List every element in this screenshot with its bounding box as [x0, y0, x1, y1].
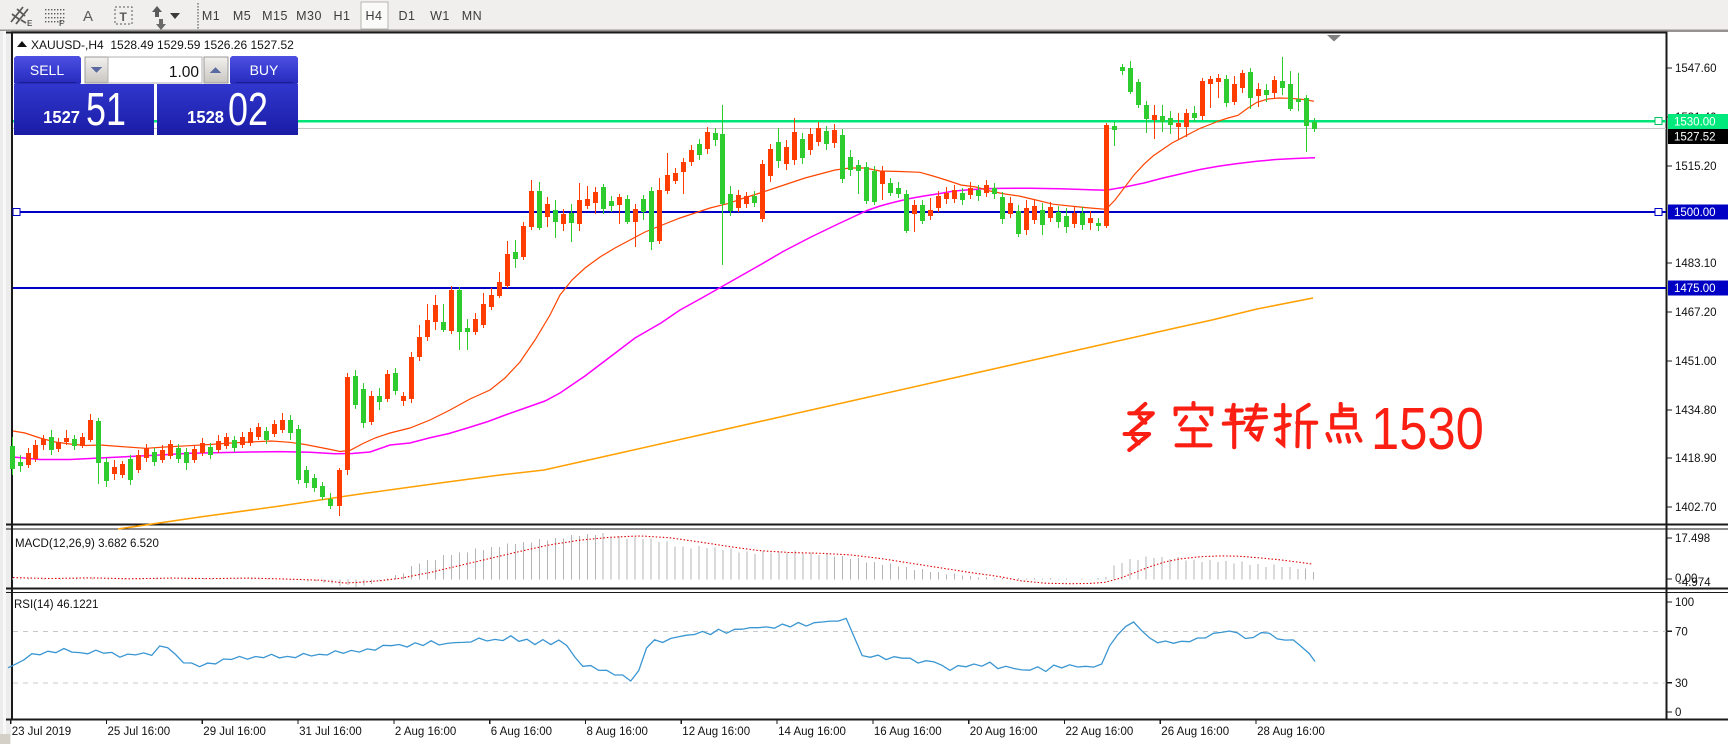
svg-text:30: 30: [1675, 678, 1688, 690]
svg-text:1467.20: 1467.20: [1675, 307, 1717, 319]
svg-text:SELL: SELL: [30, 62, 64, 78]
svg-text:1.00: 1.00: [169, 64, 200, 81]
svg-text:H4: H4: [366, 9, 383, 23]
svg-text:1500.00: 1500.00: [1674, 207, 1716, 219]
svg-text:1527.52: 1527.52: [1674, 132, 1716, 144]
svg-text:M30: M30: [296, 9, 322, 23]
svg-text:-4.974: -4.974: [1678, 577, 1711, 589]
svg-text:1530: 1530: [1371, 395, 1484, 461]
svg-text:16 Aug 16:00: 16 Aug 16:00: [874, 726, 942, 738]
svg-text:1527: 1527: [43, 106, 80, 127]
svg-text:1528: 1528: [187, 106, 224, 127]
svg-text:RSI(14) 46.1221: RSI(14) 46.1221: [14, 599, 98, 611]
svg-text:22 Aug 16:00: 22 Aug 16:00: [1066, 726, 1134, 738]
svg-text:2 Aug 16:00: 2 Aug 16:00: [395, 726, 456, 738]
svg-text:E: E: [27, 19, 33, 28]
svg-text:8 Aug 16:00: 8 Aug 16:00: [587, 726, 648, 738]
svg-text:29 Jul 16:00: 29 Jul 16:00: [203, 726, 266, 738]
svg-text:A: A: [83, 8, 93, 25]
svg-text:28 Aug 16:00: 28 Aug 16:00: [1257, 726, 1325, 738]
svg-text:MACD(12,26,9) 3.682 6.520: MACD(12,26,9) 3.682 6.520: [15, 538, 159, 550]
svg-text:1483.10: 1483.10: [1675, 258, 1717, 270]
svg-text:14 Aug 16:00: 14 Aug 16:00: [778, 726, 846, 738]
svg-text:02: 02: [228, 84, 268, 135]
svg-text:M5: M5: [233, 9, 251, 23]
svg-text:MN: MN: [462, 9, 482, 23]
svg-text:31 Jul 16:00: 31 Jul 16:00: [299, 726, 362, 738]
svg-text:26 Aug 16:00: 26 Aug 16:00: [1161, 726, 1229, 738]
svg-text:T: T: [120, 10, 128, 24]
svg-text:M15: M15: [262, 9, 288, 23]
svg-text:F: F: [59, 19, 64, 28]
svg-text:17.498: 17.498: [1675, 533, 1710, 545]
svg-text:XAUUSD-,H4 1528.49 1529.59 15: XAUUSD-,H4 1528.49 1529.59 1526.26 1527.…: [31, 38, 294, 52]
svg-text:100: 100: [1675, 597, 1694, 609]
svg-text:1418.90: 1418.90: [1675, 453, 1717, 465]
svg-text:0.00: 0.00: [1675, 573, 1697, 585]
svg-text:70: 70: [1675, 626, 1688, 638]
svg-text:12 Aug 16:00: 12 Aug 16:00: [682, 726, 750, 738]
svg-text:W1: W1: [430, 9, 450, 23]
svg-text:1530.00: 1530.00: [1674, 117, 1716, 129]
svg-text:23 Jul 2019: 23 Jul 2019: [12, 726, 71, 738]
svg-text:1547.60: 1547.60: [1675, 63, 1717, 75]
svg-text:25 Jul 16:00: 25 Jul 16:00: [108, 726, 171, 738]
svg-text:1451.00: 1451.00: [1675, 356, 1717, 368]
svg-text:1475.00: 1475.00: [1674, 283, 1716, 295]
svg-text:6 Aug 16:00: 6 Aug 16:00: [491, 726, 552, 738]
svg-text:BUY: BUY: [250, 62, 279, 78]
svg-text:H1: H1: [334, 9, 351, 23]
svg-text:1402.70: 1402.70: [1675, 502, 1717, 514]
svg-text:0: 0: [1675, 707, 1681, 719]
svg-text:D1: D1: [399, 9, 416, 23]
svg-text:M1: M1: [202, 9, 220, 23]
svg-text:51: 51: [86, 84, 126, 135]
svg-text:20 Aug 16:00: 20 Aug 16:00: [970, 726, 1038, 738]
svg-text:1515.20: 1515.20: [1675, 161, 1717, 173]
svg-text:1434.80: 1434.80: [1675, 405, 1717, 417]
